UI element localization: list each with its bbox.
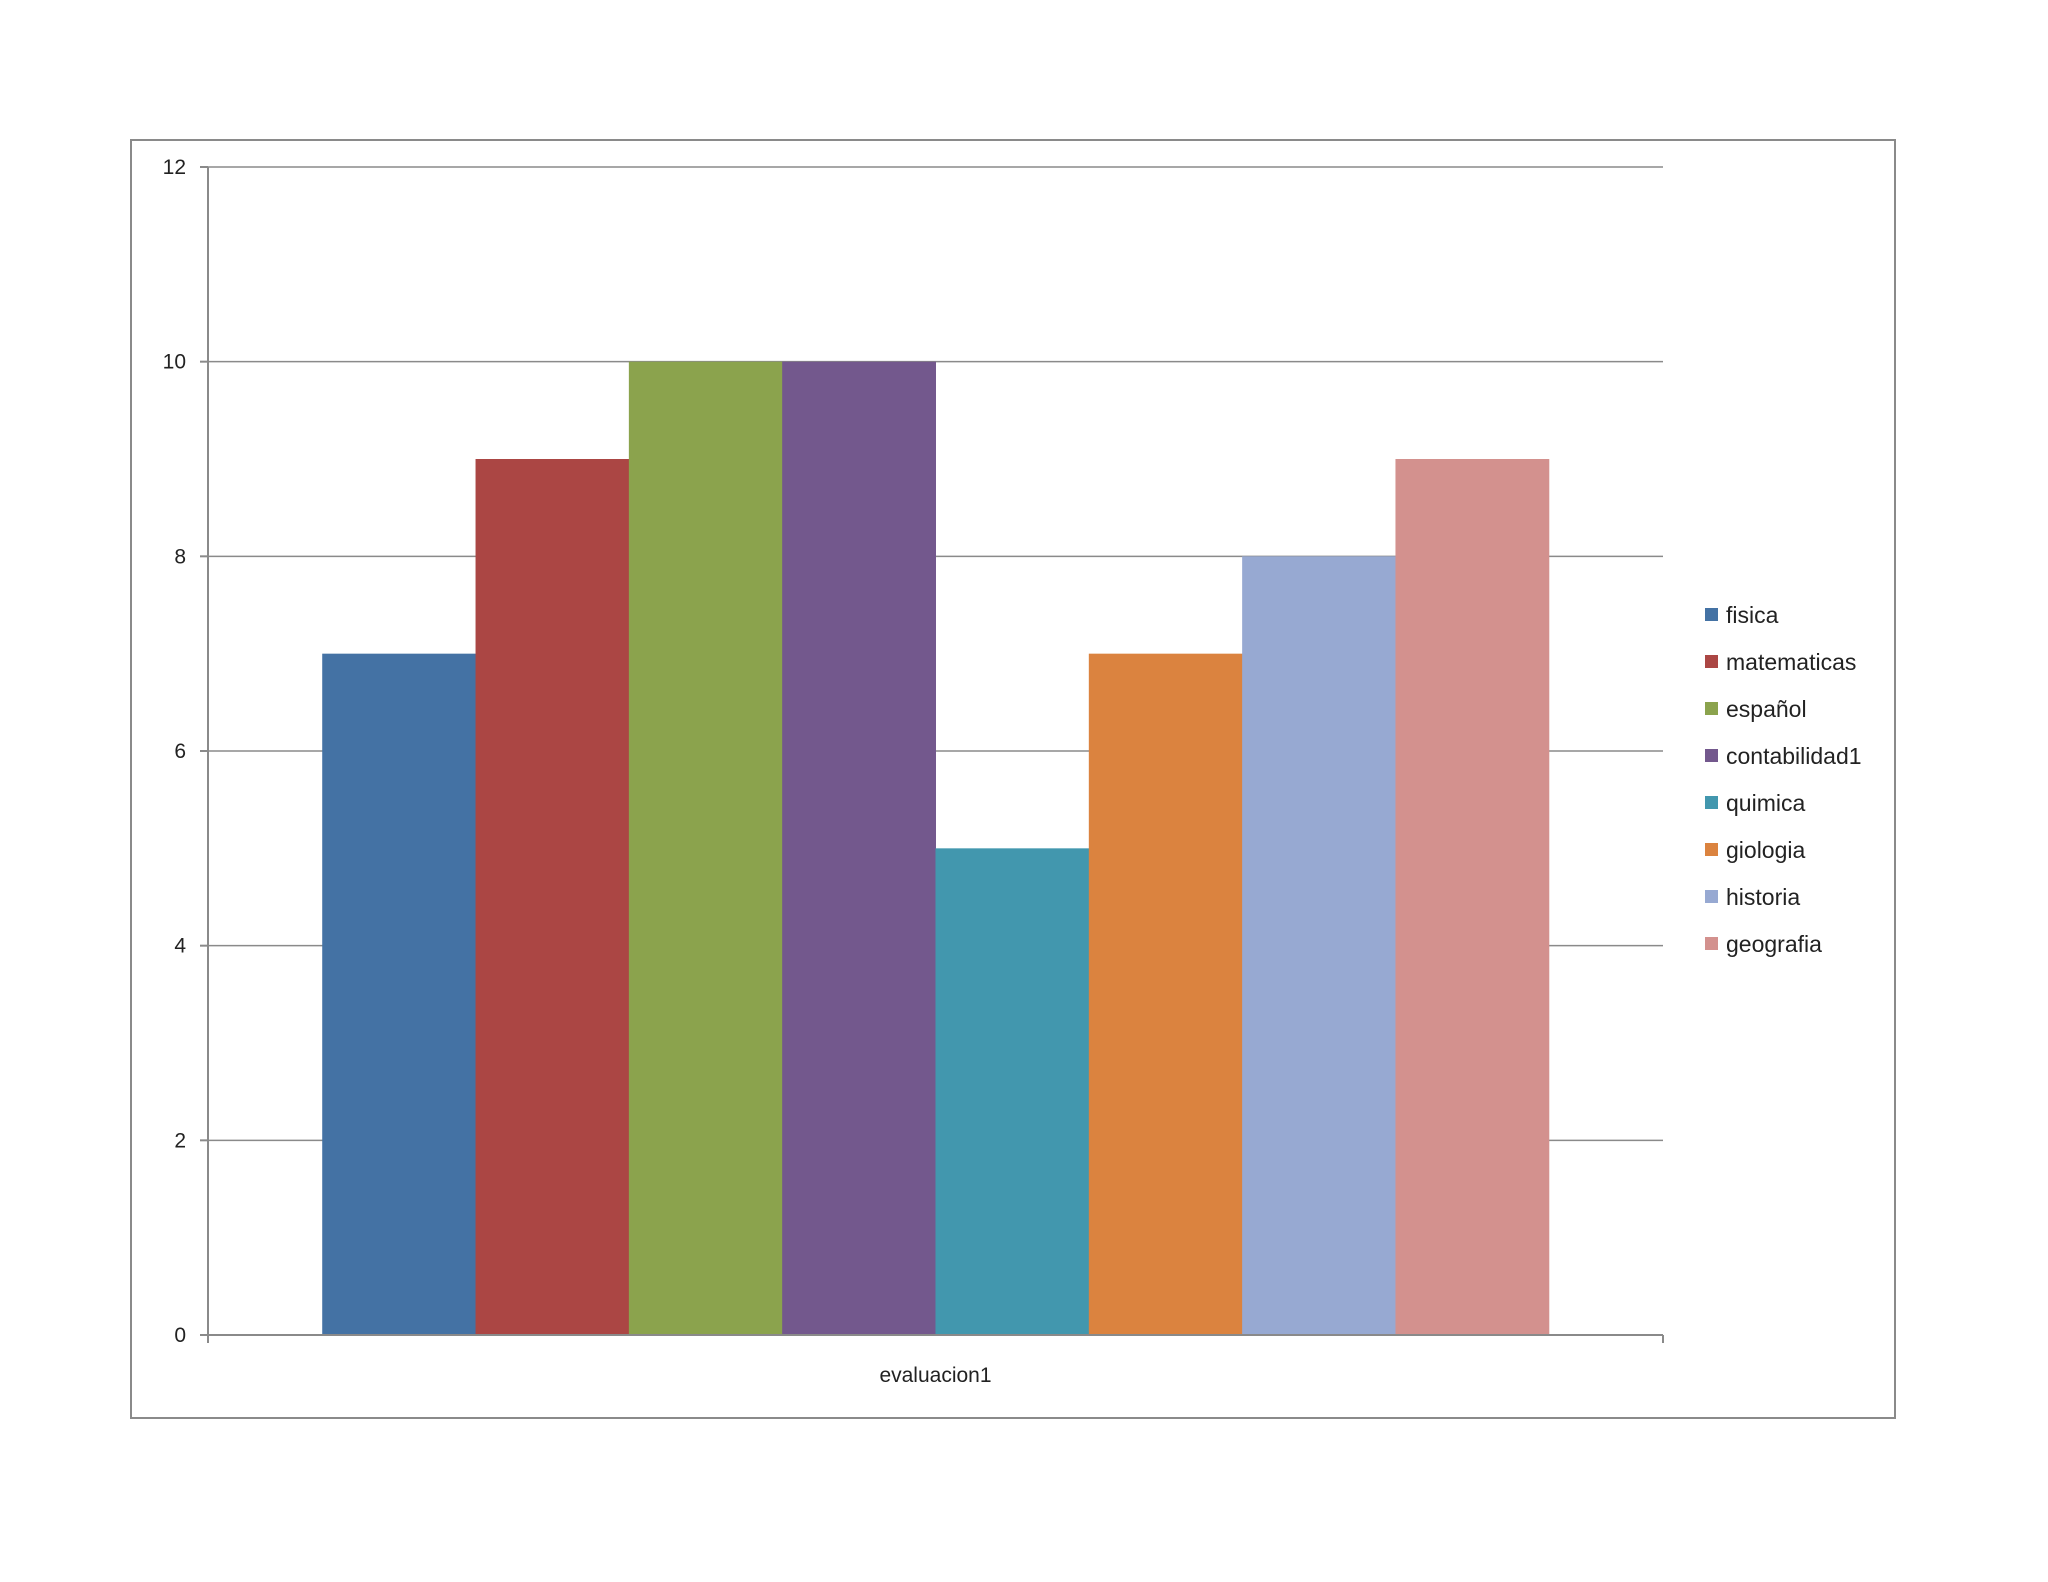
legend-swatch-matematicas <box>1705 655 1718 668</box>
bar-giologia <box>1088 653 1243 1335</box>
bars <box>322 361 1550 1336</box>
bar-contabilidad1 <box>782 361 936 1336</box>
legend-label-quimica: quimica <box>1726 790 1805 816</box>
legend-label-geografia: geografia <box>1726 931 1822 957</box>
y-tick-label-2: 2 <box>174 1129 186 1152</box>
y-tick-label-8: 8 <box>174 545 186 568</box>
legend-label-historia: historia <box>1726 884 1800 910</box>
legend-swatch-español <box>1705 702 1718 715</box>
legend-swatch-geografia <box>1705 937 1718 950</box>
legend-label-español: español <box>1726 696 1807 722</box>
legend-label-giologia: giologia <box>1726 837 1805 863</box>
legend-swatch-historia <box>1705 890 1718 903</box>
bar-matematicas <box>475 459 630 1335</box>
bar-quimica <box>935 848 1090 1335</box>
bar-geografia <box>1395 459 1550 1335</box>
legend-swatch-giologia <box>1705 843 1718 856</box>
bar-historia <box>1242 556 1396 1335</box>
y-axis-ticks: 0 2 4 6 8 10 12 <box>163 156 1664 1347</box>
y-tick-label-12: 12 <box>163 156 186 179</box>
legend-swatch-fisica <box>1705 608 1718 621</box>
legend-swatch-contabilidad1 <box>1705 749 1718 762</box>
y-tick-label-10: 10 <box>163 351 186 374</box>
legend-swatch-quimica <box>1705 796 1718 809</box>
legend: fisica matematicas español contabilidad1 qui… <box>1705 602 1862 957</box>
legend-label-contabilidad1: contabilidad1 <box>1726 743 1862 769</box>
legend-label-matematicas: matematicas <box>1726 649 1856 675</box>
bar-fisica <box>322 653 477 1335</box>
y-tick-label-6: 6 <box>174 740 186 763</box>
y-tick-label-0: 0 <box>174 1324 186 1347</box>
x-axis-labels: evaluacion1 <box>879 1364 991 1387</box>
bar-español <box>628 361 783 1336</box>
x-category-label: evaluacion1 <box>879 1364 991 1387</box>
legend-label-fisica: fisica <box>1726 602 1779 628</box>
y-tick-label-4: 4 <box>174 935 186 958</box>
